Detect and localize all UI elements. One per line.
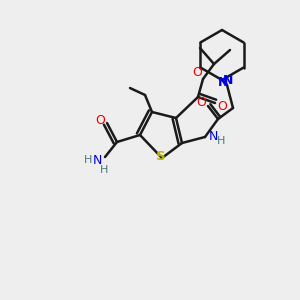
Text: N: N <box>218 76 228 89</box>
Text: O: O <box>217 100 227 112</box>
Text: H: H <box>100 165 108 175</box>
Text: N: N <box>208 130 218 142</box>
Text: H: H <box>84 155 92 165</box>
Text: N: N <box>223 74 233 88</box>
Text: O: O <box>196 97 206 110</box>
Text: S: S <box>156 151 166 164</box>
Text: N: N <box>92 154 102 167</box>
Text: O: O <box>192 65 202 79</box>
Text: H: H <box>217 136 225 146</box>
Text: O: O <box>95 115 105 128</box>
